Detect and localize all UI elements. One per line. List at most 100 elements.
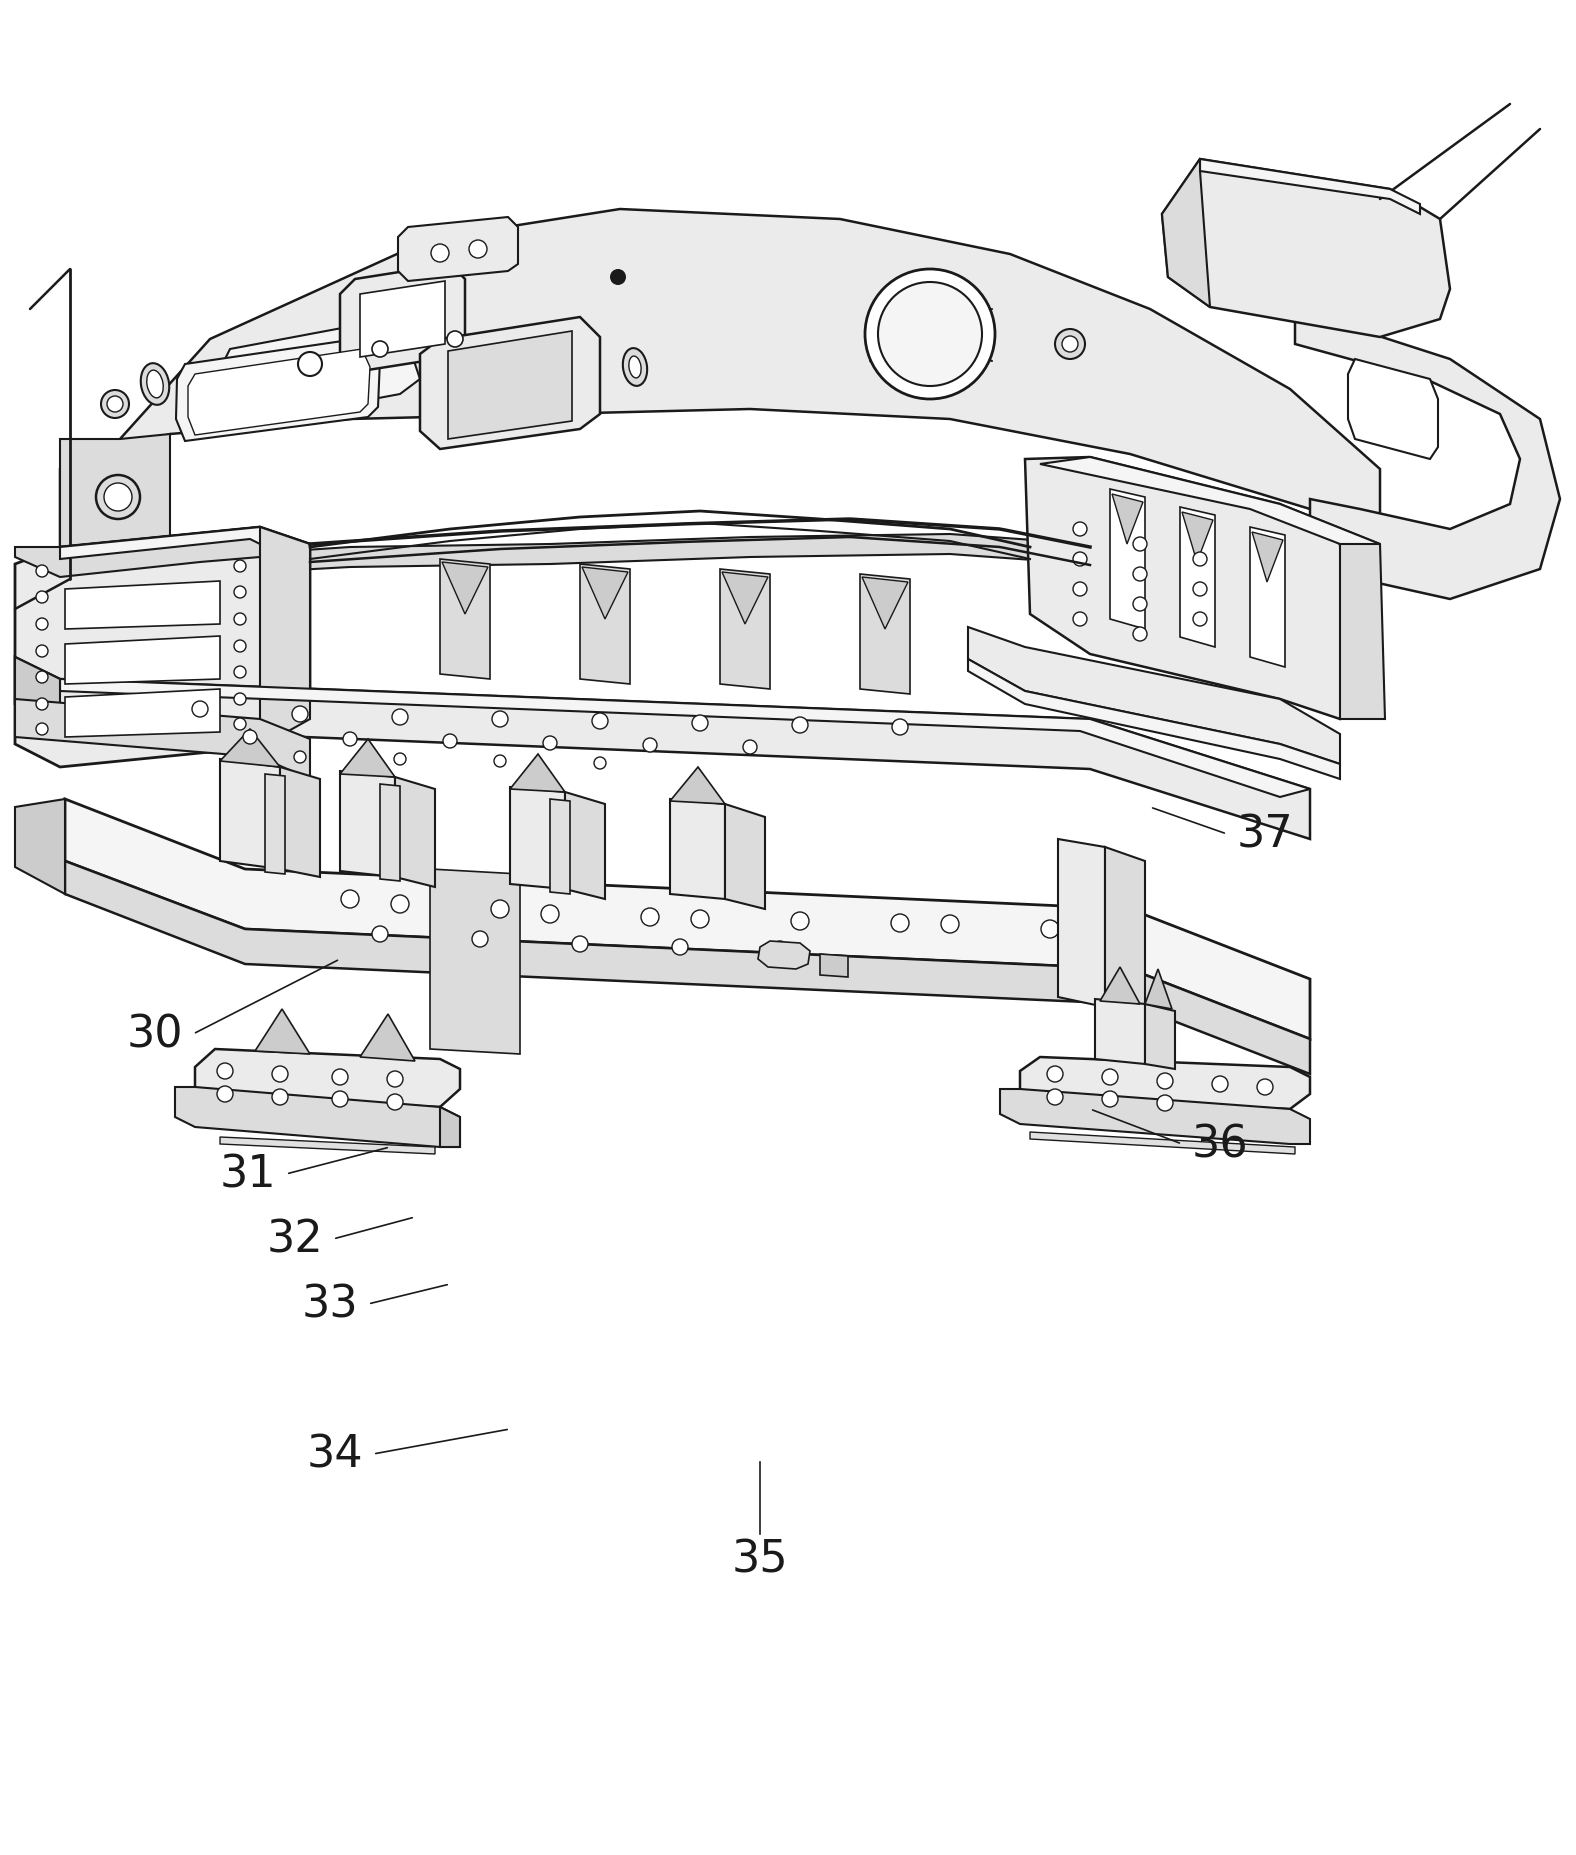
Polygon shape <box>860 575 909 694</box>
Circle shape <box>273 1089 288 1106</box>
Circle shape <box>104 484 132 512</box>
Polygon shape <box>441 562 489 614</box>
Polygon shape <box>16 659 1310 840</box>
Polygon shape <box>60 210 1381 579</box>
Polygon shape <box>65 690 221 738</box>
Polygon shape <box>448 332 572 440</box>
Polygon shape <box>1024 458 1351 720</box>
Circle shape <box>1133 597 1147 612</box>
Circle shape <box>392 710 408 725</box>
Polygon shape <box>221 319 419 425</box>
Polygon shape <box>580 564 630 684</box>
Polygon shape <box>722 573 768 625</box>
Circle shape <box>1193 582 1207 597</box>
Circle shape <box>36 723 47 736</box>
Circle shape <box>1073 553 1087 566</box>
Circle shape <box>36 699 47 710</box>
Polygon shape <box>1180 508 1215 647</box>
Polygon shape <box>340 740 396 777</box>
Text: 30: 30 <box>126 1013 183 1055</box>
Polygon shape <box>1031 1132 1295 1154</box>
Text: 36: 36 <box>1191 1122 1248 1167</box>
Circle shape <box>233 640 246 653</box>
Text: 37: 37 <box>1237 812 1294 855</box>
Circle shape <box>690 911 709 929</box>
Circle shape <box>233 666 246 679</box>
Circle shape <box>217 1087 233 1102</box>
Ellipse shape <box>629 356 641 378</box>
Polygon shape <box>65 800 1310 1039</box>
Circle shape <box>1157 1096 1173 1111</box>
Ellipse shape <box>140 364 169 406</box>
Polygon shape <box>720 569 771 690</box>
Circle shape <box>391 896 410 913</box>
Circle shape <box>1133 568 1147 582</box>
Circle shape <box>388 1094 403 1111</box>
Circle shape <box>233 614 246 625</box>
Polygon shape <box>221 759 281 870</box>
Polygon shape <box>968 660 1340 779</box>
Circle shape <box>292 707 307 723</box>
Polygon shape <box>359 1015 414 1061</box>
Polygon shape <box>1146 970 1173 1009</box>
Polygon shape <box>60 679 1310 798</box>
Circle shape <box>36 566 47 577</box>
Circle shape <box>192 701 208 718</box>
Circle shape <box>1046 1067 1062 1083</box>
Circle shape <box>493 755 506 768</box>
Circle shape <box>1046 1089 1062 1106</box>
Polygon shape <box>1020 1057 1310 1109</box>
Circle shape <box>892 720 908 736</box>
Circle shape <box>36 592 47 603</box>
Polygon shape <box>281 768 320 877</box>
Polygon shape <box>1100 968 1139 1004</box>
Polygon shape <box>1199 160 1420 215</box>
Circle shape <box>372 341 388 358</box>
Text: 35: 35 <box>731 1538 788 1580</box>
Circle shape <box>101 391 129 419</box>
Polygon shape <box>566 792 605 900</box>
Polygon shape <box>1110 490 1146 629</box>
Polygon shape <box>255 1009 310 1054</box>
Circle shape <box>1133 538 1147 551</box>
Circle shape <box>865 269 994 401</box>
Polygon shape <box>188 351 370 436</box>
Polygon shape <box>1057 840 1105 1007</box>
Polygon shape <box>862 577 908 629</box>
Circle shape <box>1102 1091 1117 1107</box>
Circle shape <box>298 352 322 377</box>
Circle shape <box>333 1091 348 1107</box>
Circle shape <box>492 900 509 918</box>
Polygon shape <box>1113 495 1143 545</box>
Circle shape <box>295 751 306 764</box>
Circle shape <box>470 241 487 260</box>
Polygon shape <box>175 1087 460 1148</box>
Circle shape <box>233 694 246 705</box>
Polygon shape <box>396 777 435 887</box>
Circle shape <box>1073 582 1087 597</box>
Polygon shape <box>177 338 380 441</box>
Circle shape <box>890 915 909 933</box>
Circle shape <box>1212 1076 1228 1093</box>
Polygon shape <box>221 729 281 768</box>
Polygon shape <box>60 527 310 560</box>
Polygon shape <box>582 568 627 620</box>
Polygon shape <box>260 527 310 748</box>
Polygon shape <box>419 317 600 449</box>
Ellipse shape <box>623 349 648 386</box>
Circle shape <box>233 560 246 573</box>
Polygon shape <box>60 534 1381 640</box>
Polygon shape <box>1040 458 1381 545</box>
Circle shape <box>1073 612 1087 627</box>
Circle shape <box>878 282 982 388</box>
Polygon shape <box>670 768 725 805</box>
Polygon shape <box>1162 160 1450 338</box>
Circle shape <box>641 909 659 926</box>
Polygon shape <box>758 942 810 970</box>
Circle shape <box>544 736 556 751</box>
Circle shape <box>594 757 607 770</box>
Circle shape <box>1073 523 1087 536</box>
Circle shape <box>791 913 808 931</box>
Text: 31: 31 <box>219 1152 276 1196</box>
Polygon shape <box>511 755 566 792</box>
